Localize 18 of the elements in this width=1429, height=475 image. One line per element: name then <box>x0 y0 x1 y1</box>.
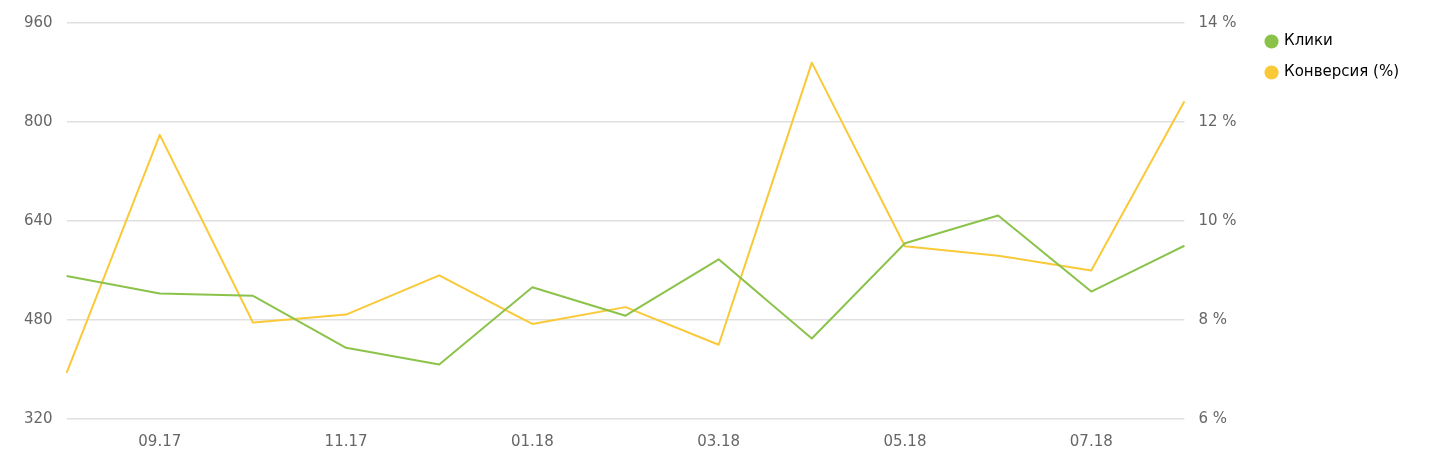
x-tick-label: 07.18 <box>1069 431 1113 450</box>
y2-tick-label: 12 % <box>1198 111 1237 130</box>
y-tick-label: 960 <box>23 12 53 31</box>
y-tick-label: 800 <box>23 111 53 130</box>
x-tick-label: 05.18 <box>883 431 927 450</box>
x-tick-label: 03.18 <box>697 431 741 450</box>
x-tick-label: 09.17 <box>138 431 182 450</box>
y-tick-label: 480 <box>23 309 53 328</box>
legend-label: Конверсия (%) <box>1284 62 1399 81</box>
legend-label: Клики <box>1284 31 1333 50</box>
y-tick-label: 640 <box>23 210 53 229</box>
x-tick-label: 01.18 <box>510 431 554 450</box>
x-tick-label: 11.17 <box>324 431 368 450</box>
y2-tick-label: 8 % <box>1198 309 1227 328</box>
y2-tick-label: 6 % <box>1198 408 1227 427</box>
y2-tick-label: 10 % <box>1198 210 1237 229</box>
y-tick-label: 320 <box>23 408 53 427</box>
y2-tick-label: 14 % <box>1198 12 1237 31</box>
